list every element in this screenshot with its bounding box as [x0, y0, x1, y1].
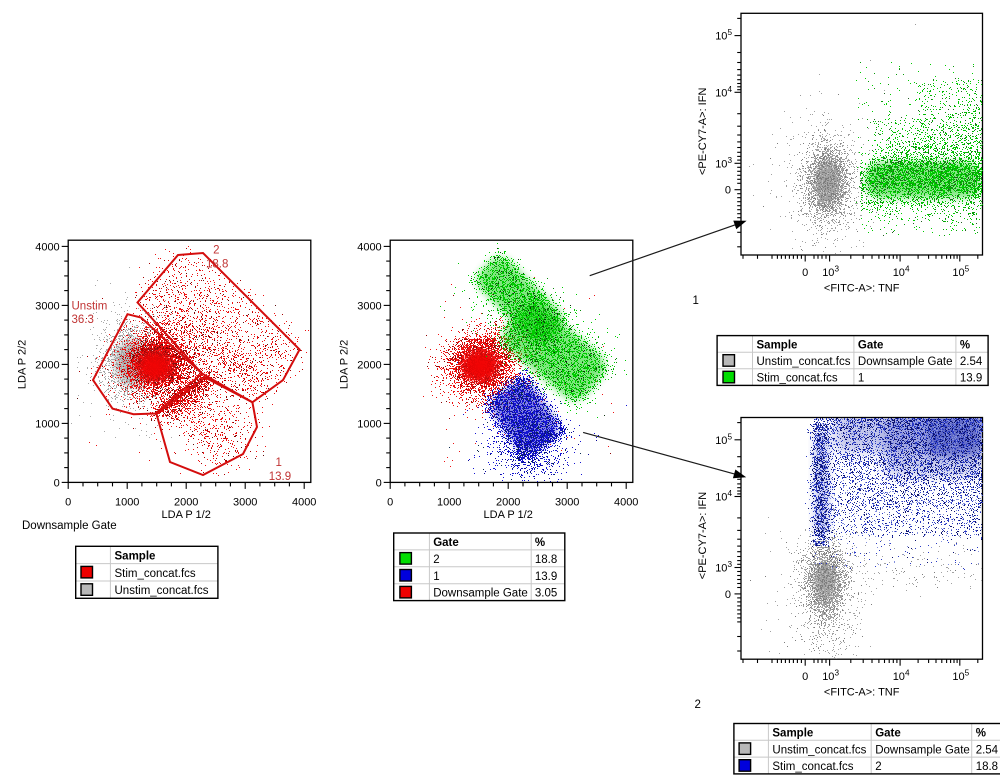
svg-text:0: 0 — [802, 267, 808, 279]
svg-text:Unstim_concat.fcs: Unstim_concat.fcs — [757, 356, 851, 368]
svg-text:Unstim_concat.fcs: Unstim_concat.fcs — [772, 744, 866, 756]
svg-text:2.54: 2.54 — [960, 356, 983, 368]
svg-text:%: % — [535, 537, 545, 549]
svg-text:Sample: Sample — [757, 340, 798, 352]
svg-text:Gate: Gate — [875, 728, 901, 740]
svg-text:3000: 3000 — [555, 497, 579, 509]
svg-text:1000: 1000 — [437, 497, 461, 509]
svg-text:18.8: 18.8 — [206, 259, 228, 271]
svg-text:13.9: 13.9 — [269, 471, 291, 483]
svg-text:4000: 4000 — [35, 241, 59, 253]
svg-text:%: % — [976, 728, 986, 740]
svg-text:18.8: 18.8 — [976, 761, 998, 773]
svg-text:LDA P 1/2: LDA P 1/2 — [484, 509, 533, 521]
svg-text:3000: 3000 — [35, 300, 59, 312]
svg-text:13.9: 13.9 — [960, 373, 982, 385]
svg-text:1: 1 — [275, 457, 281, 469]
svg-text:0: 0 — [376, 477, 382, 489]
svg-text:2: 2 — [695, 699, 701, 711]
svg-text:Gate: Gate — [858, 340, 884, 352]
svg-text:<PE-CY7-A>: IFN: <PE-CY7-A>: IFN — [697, 88, 709, 175]
svg-text:0: 0 — [54, 477, 60, 489]
svg-text:4000: 4000 — [357, 241, 381, 253]
svg-text:Downsample Gate: Downsample Gate — [858, 356, 953, 368]
svg-text:<FITC-A>: TNF: <FITC-A>: TNF — [824, 282, 900, 294]
svg-text:13.9: 13.9 — [535, 571, 557, 583]
svg-text:0: 0 — [65, 497, 71, 509]
svg-text:2: 2 — [213, 245, 219, 257]
svg-text:0: 0 — [725, 185, 731, 197]
svg-text:2.54: 2.54 — [976, 744, 999, 756]
svg-text:Stim_concat.fcs: Stim_concat.fcs — [115, 568, 196, 580]
svg-text:Downsample Gate: Downsample Gate — [433, 588, 528, 600]
svg-text:4000: 4000 — [614, 497, 638, 509]
svg-text:Sample: Sample — [115, 551, 156, 563]
svg-text:LDA P 2/2: LDA P 2/2 — [17, 340, 29, 389]
svg-text:2000: 2000 — [35, 359, 59, 371]
svg-text:4000: 4000 — [292, 497, 316, 509]
svg-text:0: 0 — [725, 589, 731, 601]
svg-text:1: 1 — [858, 373, 864, 385]
svg-text:Unstim: Unstim — [72, 301, 108, 313]
svg-text:LDA P 1/2: LDA P 1/2 — [162, 509, 211, 521]
svg-text:Unstim_concat.fcs: Unstim_concat.fcs — [115, 585, 209, 597]
svg-text:2: 2 — [875, 761, 881, 773]
svg-text:3000: 3000 — [233, 497, 257, 509]
svg-text:1000: 1000 — [35, 418, 59, 430]
svg-text:1: 1 — [433, 571, 439, 583]
svg-text:LDA P 2/2: LDA P 2/2 — [339, 340, 351, 389]
svg-text:1: 1 — [693, 295, 699, 307]
svg-text:0: 0 — [802, 671, 808, 683]
svg-text:%: % — [960, 340, 970, 352]
svg-text:1000: 1000 — [115, 497, 139, 509]
svg-text:Stim_concat.fcs: Stim_concat.fcs — [757, 373, 838, 385]
svg-text:Downsample Gate: Downsample Gate — [875, 744, 970, 756]
svg-text:1000: 1000 — [357, 418, 381, 430]
svg-text:Sample: Sample — [772, 728, 813, 740]
svg-text:36.3: 36.3 — [72, 314, 94, 326]
svg-text:<FITC-A>: TNF: <FITC-A>: TNF — [824, 687, 900, 699]
svg-text:2000: 2000 — [496, 497, 520, 509]
svg-text:Gate: Gate — [433, 537, 459, 549]
svg-text:2000: 2000 — [174, 497, 198, 509]
svg-text:2000: 2000 — [357, 359, 381, 371]
svg-text:3.05: 3.05 — [535, 588, 557, 600]
svg-text:2: 2 — [433, 554, 439, 566]
svg-text:0: 0 — [387, 497, 393, 509]
svg-text:3000: 3000 — [357, 300, 381, 312]
svg-text:<PE-CY7-A>: IFN: <PE-CY7-A>: IFN — [697, 492, 709, 579]
svg-text:Stim_concat.fcs: Stim_concat.fcs — [772, 761, 853, 773]
svg-text:Downsample Gate: Downsample Gate — [22, 520, 117, 532]
svg-text:18.8: 18.8 — [535, 554, 557, 566]
